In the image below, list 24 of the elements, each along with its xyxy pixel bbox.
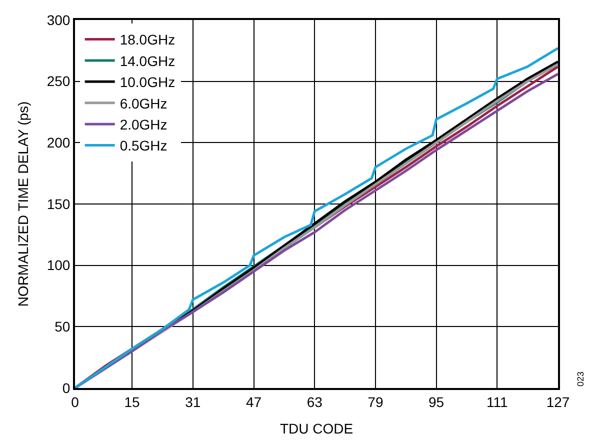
legend-label: 0.5GHz: [120, 138, 168, 154]
x-tick-label: 63: [306, 394, 323, 410]
x-tick-label: 127: [546, 394, 570, 410]
text: 023: [575, 371, 586, 386]
y-tick-label: 150: [46, 196, 70, 212]
legend-label: 6.0GHz: [120, 95, 168, 112]
y-axis-title: NORMALIZED TIME DELAY (ps): [14, 101, 31, 307]
y-tick-label: 50: [54, 318, 70, 335]
y-tick-label: 300: [46, 12, 70, 28]
y-tick-label: 100: [46, 257, 70, 274]
y-tick-label: 250: [46, 73, 70, 90]
x-tick-label: 31: [185, 394, 201, 410]
x-axis-title: TDU CODE: [280, 420, 354, 437]
y-tick-label: 0: [62, 380, 70, 396]
x-tick-label: 95: [428, 394, 444, 410]
x-tick-label: 47: [246, 394, 262, 410]
legend-label: 14.0GHz: [120, 52, 176, 69]
legend-label: 10.0GHz: [120, 74, 176, 90]
legend-label: 2.0GHz: [120, 116, 168, 133]
y-tick-label: 200: [46, 134, 70, 151]
x-tick-label: 111: [486, 394, 508, 410]
x-tick-label: 79: [368, 394, 384, 410]
x-tick-label: 15: [124, 394, 140, 410]
legend-label: 18.0GHz: [120, 32, 176, 48]
